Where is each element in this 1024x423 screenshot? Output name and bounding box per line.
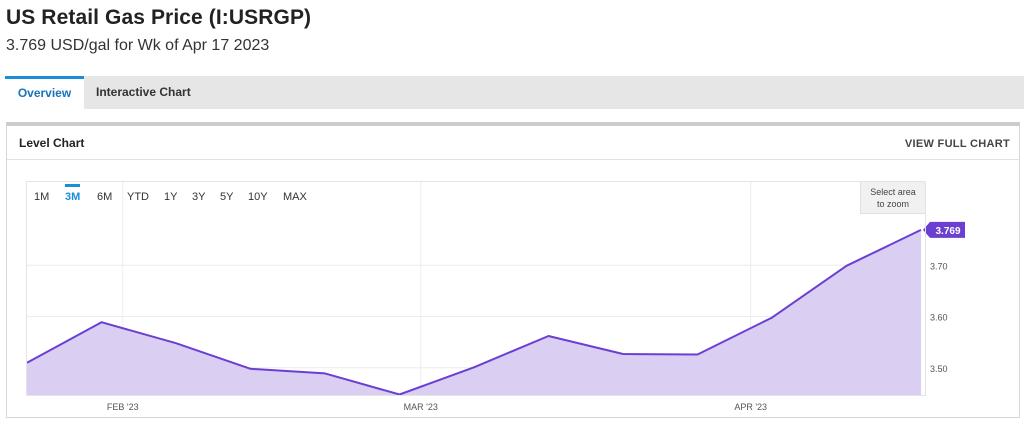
y-tick-label: 3.50: [930, 364, 948, 374]
last-value-badge: [923, 221, 965, 238]
x-tick-label: APR '23: [734, 402, 767, 412]
y-tick-label: 3.70: [930, 261, 948, 271]
level-chart-card: Level Chart VIEW FULL CHART 3.50 3.60 3.70…: [6, 122, 1020, 418]
range-3y-button[interactable]: 3Y: [192, 191, 206, 203]
x-tick-label: MAR '23: [404, 402, 438, 412]
tab-interactive-chart[interactable]: Interactive Chart: [96, 85, 191, 99]
level-chart[interactable]: 3.50 3.60 3.70 FEB '23 MAR '23 APR '23 3.769: [7, 126, 1019, 418]
page-title: US Retail Gas Price (I:USRGP): [6, 6, 312, 29]
tab-overview[interactable]: Overview: [5, 76, 84, 109]
select-area-to-zoom-button[interactable]: Select area to zoom: [860, 182, 925, 214]
card-header: Level Chart VIEW FULL CHART: [7, 126, 1019, 160]
range-3m-button[interactable]: 3M: [65, 184, 81, 203]
series-area: [27, 229, 921, 396]
range-ytd-button[interactable]: YTD: [127, 191, 149, 203]
x-tick-label: FEB '23: [107, 402, 139, 412]
last-value-label: 3.769: [935, 226, 960, 237]
range-max-button[interactable]: MAX: [283, 191, 307, 203]
series-line: [26, 228, 922, 396]
range-5y-button[interactable]: 5Y: [220, 191, 234, 203]
price-summary: 3.769 USD/gal for Wk of Apr 17 2023: [6, 37, 270, 54]
zoom-label-line1: Select area: [870, 187, 916, 197]
zoom-label-line2: to zoom: [876, 199, 909, 209]
view-full-chart-link[interactable]: VIEW FULL CHART: [904, 138, 1010, 150]
card-title: Level Chart: [19, 136, 85, 150]
range-1m-button[interactable]: 1M: [34, 191, 50, 203]
plot-area-frame: 1M 3M 6M YTD 1Y 3Y 5Y 10Y MAX Select are…: [26, 181, 926, 396]
range-6m-button[interactable]: 6M: [97, 191, 113, 203]
range-10y-button[interactable]: 10Y: [248, 191, 268, 203]
y-tick-label: 3.60: [930, 313, 948, 323]
range-1y-button[interactable]: 1Y: [164, 191, 178, 203]
tab-bar: Overview Interactive Chart: [5, 76, 1024, 109]
